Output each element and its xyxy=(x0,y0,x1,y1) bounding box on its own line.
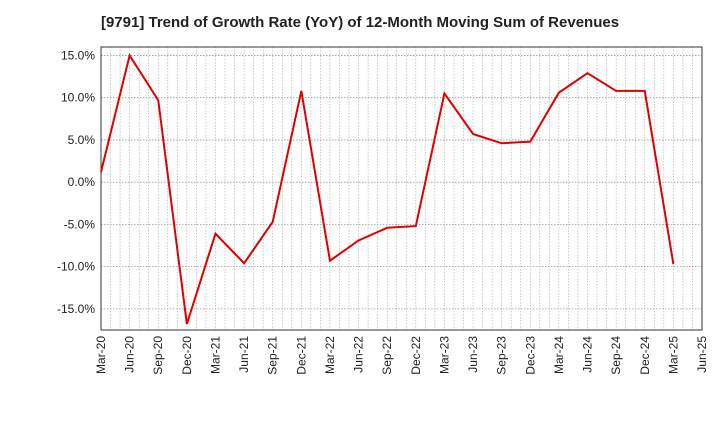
x-tick-label: Dec-23 xyxy=(523,336,537,375)
x-tick-label: Mar-24 xyxy=(552,336,566,374)
x-tick-label: Jun-20 xyxy=(123,336,137,373)
grid-layer xyxy=(101,47,702,330)
x-tick-label: Jun-23 xyxy=(466,336,480,373)
x-tick-label: Jun-24 xyxy=(581,336,595,373)
x-tick-label: Sep-23 xyxy=(495,336,509,375)
x-tick-label: Sep-20 xyxy=(151,336,165,375)
y-tick-label: -15.0% xyxy=(57,302,95,316)
chart-title: [9791] Trend of Growth Rate (YoY) of 12-… xyxy=(100,14,620,31)
x-tick-label: Sep-24 xyxy=(609,336,623,375)
plot-frame xyxy=(100,46,703,331)
x-tick-label: Mar-22 xyxy=(323,336,337,374)
x-tick-label: Jun-21 xyxy=(237,336,251,373)
x-tick-label: Sep-22 xyxy=(380,336,394,375)
x-tick-label: Sep-21 xyxy=(266,336,280,375)
x-tick-label: Dec-21 xyxy=(294,336,308,375)
y-tick-label: -10.0% xyxy=(57,260,95,274)
y-tick-label: 10.0% xyxy=(61,91,95,105)
y-tick-label: 15.0% xyxy=(61,48,95,62)
series-layer xyxy=(100,52,675,325)
y-tick-label: 0.0% xyxy=(68,175,96,189)
x-tick-label: Dec-22 xyxy=(409,336,423,375)
x-tick-label: Jun-25 xyxy=(695,336,709,373)
x-tick-label: Mar-25 xyxy=(666,336,680,374)
x-tick-label: Dec-20 xyxy=(180,336,194,375)
x-tick-label: Mar-20 xyxy=(94,336,108,374)
series-line xyxy=(100,52,675,325)
x-tick-label: Mar-21 xyxy=(208,336,222,374)
x-tick-label: Dec-24 xyxy=(638,336,652,375)
x-tick-label: Mar-23 xyxy=(437,336,451,374)
x-axis-ticks: Mar-20 Jun-20 Sep-20 Dec-20 Mar-21 Jun-21 Sep-… xyxy=(94,336,709,375)
y-tick-label: -5.0% xyxy=(64,217,96,231)
x-tick-label: Jun-22 xyxy=(352,336,366,373)
y-axis-ticks: 15.0% 10.0% 5.0% 0.0% -5.0% -10.0% -15.0% xyxy=(57,48,95,315)
y-tick-label: 5.0% xyxy=(68,133,96,147)
